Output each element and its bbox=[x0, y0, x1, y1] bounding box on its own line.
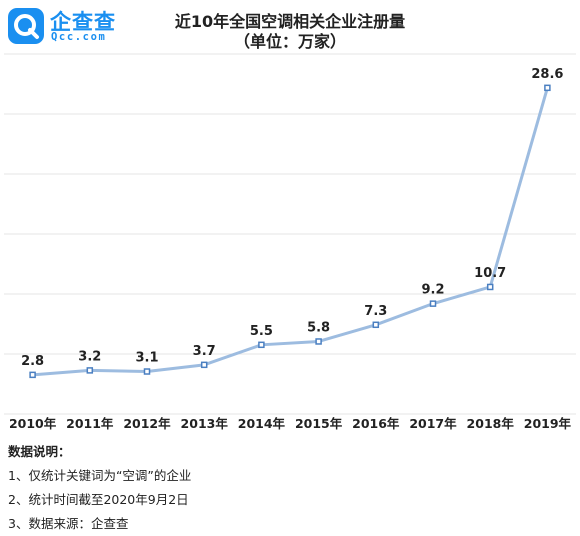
data-point bbox=[200, 361, 208, 369]
x-tick-label: 2015年 bbox=[295, 416, 343, 431]
notes-item: 3、数据来源：企查查 bbox=[8, 516, 129, 531]
data-point bbox=[315, 338, 322, 345]
data-point bbox=[372, 321, 380, 329]
data-label: 7.3 bbox=[364, 304, 387, 319]
data-point bbox=[544, 84, 551, 92]
brand-name-cn: 企查查 bbox=[50, 10, 116, 34]
notes-item: 1、仅统计关键词为“空调”的企业 bbox=[8, 468, 192, 483]
x-tick-label: 2011年 bbox=[66, 416, 114, 431]
x-tick-label: 2018年 bbox=[467, 416, 515, 431]
data-label: 3.1 bbox=[135, 351, 158, 366]
x-tick-label: 2010年 bbox=[9, 416, 57, 431]
line-chart: 2.8 3.2 3.1 3.7 5.5 5.8 7.3 9.2 10.7 28.6 2010年 201… bbox=[4, 53, 576, 431]
data-notes: 数据说明： 1、仅统计关键词为“空调”的企业 2、统计时间截至2020年9月2日… bbox=[8, 440, 191, 536]
data-point bbox=[486, 283, 494, 291]
data-label: 10.7 bbox=[474, 266, 506, 281]
data-label: 3.7 bbox=[193, 344, 216, 359]
x-tick-label: 2013年 bbox=[181, 416, 229, 431]
x-tick-label: 2019年 bbox=[524, 416, 572, 431]
notes-item: 2、统计时间截至2020年9月2日 bbox=[8, 492, 189, 507]
data-point bbox=[143, 368, 151, 375]
data-point bbox=[429, 300, 437, 307]
notes-heading: 数据说明： bbox=[8, 444, 71, 459]
data-label: 2.8 bbox=[21, 354, 44, 369]
x-tick-label: 2017年 bbox=[409, 416, 457, 431]
chart-title: 近10年全国空调相关企业注册量 bbox=[174, 12, 406, 31]
series-line bbox=[32, 87, 549, 377]
brand-name-en: Qcc.com bbox=[51, 31, 107, 43]
data-label: 9.2 bbox=[421, 283, 444, 298]
x-tick-label: 2016年 bbox=[352, 416, 400, 431]
chart-subtitle: （单位：万家） bbox=[233, 32, 346, 51]
data-label: 28.6 bbox=[531, 67, 563, 82]
data-label: 5.8 bbox=[307, 320, 330, 335]
x-tick-label: 2012年 bbox=[123, 416, 171, 431]
data-label: 3.2 bbox=[78, 349, 101, 364]
data-point bbox=[29, 371, 36, 379]
data-point bbox=[258, 341, 265, 349]
data-label: 5.5 bbox=[250, 324, 273, 339]
magnifier-q-icon bbox=[8, 8, 44, 44]
brand-logo: 企查查 Qcc.com bbox=[8, 6, 128, 46]
x-tick-label: 2014年 bbox=[238, 416, 286, 431]
data-point bbox=[86, 367, 94, 374]
